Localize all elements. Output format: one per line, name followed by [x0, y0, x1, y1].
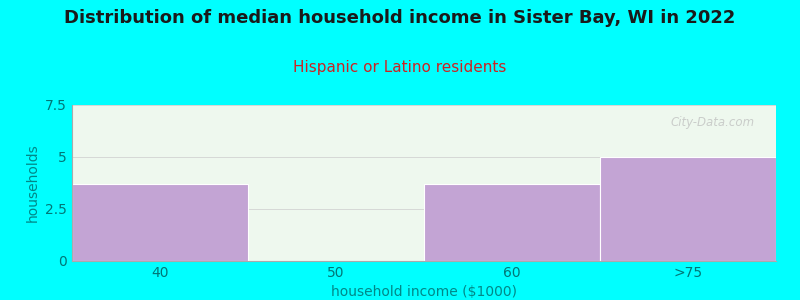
Text: City-Data.com: City-Data.com [670, 116, 755, 129]
Bar [600, 157, 776, 261]
Y-axis label: households: households [26, 144, 40, 222]
Bar [424, 184, 600, 261]
Text: Hispanic or Latino residents: Hispanic or Latino residents [294, 60, 506, 75]
Bar [72, 184, 248, 261]
Text: Distribution of median household income in Sister Bay, WI in 2022: Distribution of median household income … [64, 9, 736, 27]
X-axis label: household income ($1000): household income ($1000) [331, 285, 517, 299]
